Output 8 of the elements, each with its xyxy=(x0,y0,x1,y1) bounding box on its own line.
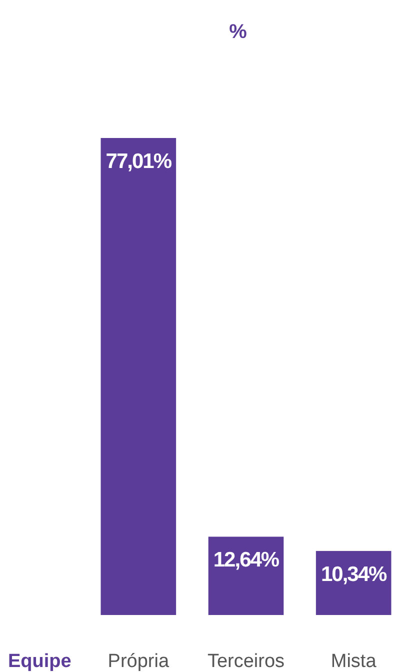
x-tick-label: Terceiros xyxy=(207,651,285,672)
chart-title: % xyxy=(229,21,248,43)
data-label: 77,01% xyxy=(106,150,172,173)
x-tick-label: Própria xyxy=(108,651,170,672)
x-axis-title: Equipe xyxy=(8,651,72,672)
data-label: 10,34% xyxy=(320,562,388,586)
data-label: 12,64% xyxy=(213,548,280,572)
x-tick-label: Mista xyxy=(330,651,377,672)
